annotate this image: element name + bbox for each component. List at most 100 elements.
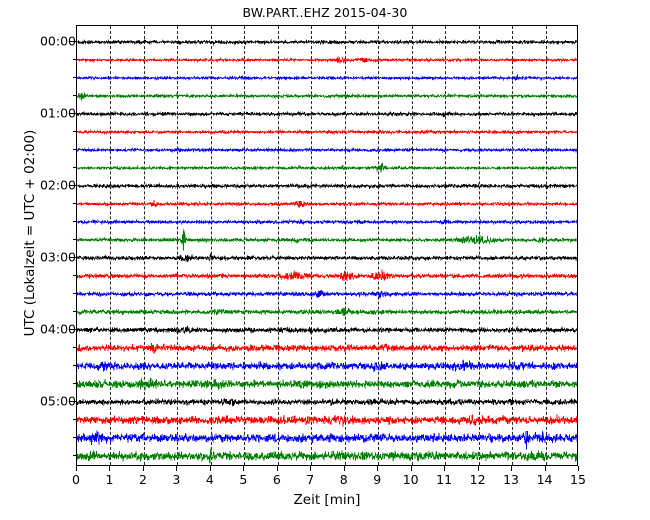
x-tick-label-10: 10 [402,472,419,487]
x-tick-mark-15 [578,466,579,471]
grid-line-minute-13 [512,26,514,465]
grid-line-minute-1 [110,26,112,465]
x-tick-mark-6 [276,466,278,471]
y-minor-tick [73,77,76,78]
y-minor-tick [73,203,76,204]
x-tick-label-2: 2 [138,472,147,487]
y-minor-tick [73,149,76,150]
y-tick-mark-0300 [70,257,76,258]
grid-line-minute-3 [177,26,179,465]
x-tick-label-7: 7 [306,472,315,487]
trace-0415 [77,343,577,355]
page-title: BW.PART..EHZ 2015-04-30 [242,5,408,20]
y-minor-tick [73,275,76,276]
seismic-traces [77,26,577,465]
x-tick-mark-10 [410,466,412,471]
trace-0430 [77,359,577,373]
trace-0345 [77,306,577,317]
y-axis-ticks: 00:00 01:00 02:00 03:00 04:00 05:00 [0,0,76,520]
x-tick-label-3: 3 [172,472,181,487]
grid-lines [77,26,577,465]
grid-line-minute-7 [311,26,313,465]
y-minor-tick [73,311,76,312]
y-minor-tick [73,419,76,420]
grid-line-minute-5 [244,26,246,465]
x-tick-label-4: 4 [205,472,214,487]
x-tick-label-5: 5 [239,472,248,487]
trace-0445 [77,377,577,391]
grid-line-minute-4 [210,26,212,465]
trace-0100 [77,110,577,118]
y-minor-tick [73,383,76,384]
trace-0015 [77,56,577,64]
y-minor-tick [73,239,76,240]
y-minor-tick [73,221,76,222]
x-tick-mark-0 [76,466,77,471]
x-tick-mark-7 [310,466,312,471]
x-axis-label: Zeit [min] [293,492,361,508]
trace-0245 [77,228,577,251]
y-minor-tick [73,95,76,96]
x-tick-label-6: 6 [272,472,281,487]
y-tick-mark-0100 [70,113,76,114]
x-tick-mark-2 [142,466,144,471]
y-minor-tick [73,59,76,60]
trace-0530 [77,430,577,450]
y-minor-tick [73,365,76,366]
x-tick-label-8: 8 [339,472,348,487]
x-tick-mark-1 [109,466,111,471]
grid-line-minute-12 [478,26,480,465]
grid-line-minute-11 [445,26,447,465]
y-minor-tick [73,131,76,132]
grid-line-minute-10 [411,26,413,465]
x-tick-mark-4 [209,466,211,471]
trace-0115 [77,128,577,136]
y-tick-label-0100: 01:00 [39,105,76,121]
trace-0130 [77,146,577,154]
y-tick-label-0200: 02:00 [39,177,76,193]
y-tick-label-0300: 03:00 [39,249,76,265]
x-tick-label-15: 15 [570,472,586,487]
y-tick-mark-0400 [70,329,76,330]
plot-area [76,25,578,466]
trace-0030 [77,74,577,82]
trace-0300 [77,253,577,263]
trace-0045 [77,92,577,102]
x-tick-mark-12 [477,466,479,471]
x-tick-label-11: 11 [436,472,453,487]
y-minor-tick [73,293,76,294]
x-tick-label-13: 13 [503,472,520,487]
x-tick-mark-13 [511,466,513,471]
y-minor-tick [73,347,76,348]
grid-line-minute-14 [545,26,547,465]
trace-0400 [77,325,577,335]
x-tick-mark-8 [343,466,345,471]
trace-0515 [77,414,577,427]
grid-line-minute-8 [344,26,346,465]
y-tick-label-0400: 04:00 [39,321,76,337]
x-tick-label-1: 1 [105,472,114,487]
trace-0500 [77,397,577,407]
trace-0230 [77,218,577,226]
y-minor-tick [73,437,76,438]
trace-0200 [77,182,577,190]
y-minor-tick [73,455,76,456]
y-minor-tick [73,167,76,168]
trace-0545 [77,448,577,464]
x-tick-mark-14 [544,466,546,471]
trace-0315 [77,269,577,282]
x-tick-label-0: 0 [72,472,80,487]
y-tick-mark-0500 [70,401,76,402]
x-tick-mark-5 [243,466,245,471]
trace-0215 [77,199,577,208]
y-tick-label-0500: 05:00 [39,393,76,409]
y-tick-mark-0000 [70,41,76,42]
x-tick-mark-11 [444,466,446,471]
trace-0000 [77,38,577,46]
y-tick-mark-0200 [70,185,76,186]
trace-0330 [77,289,577,299]
y-tick-label-0000: 00:00 [39,33,76,49]
x-tick-label-12: 12 [469,472,486,487]
x-tick-mark-3 [176,466,178,471]
